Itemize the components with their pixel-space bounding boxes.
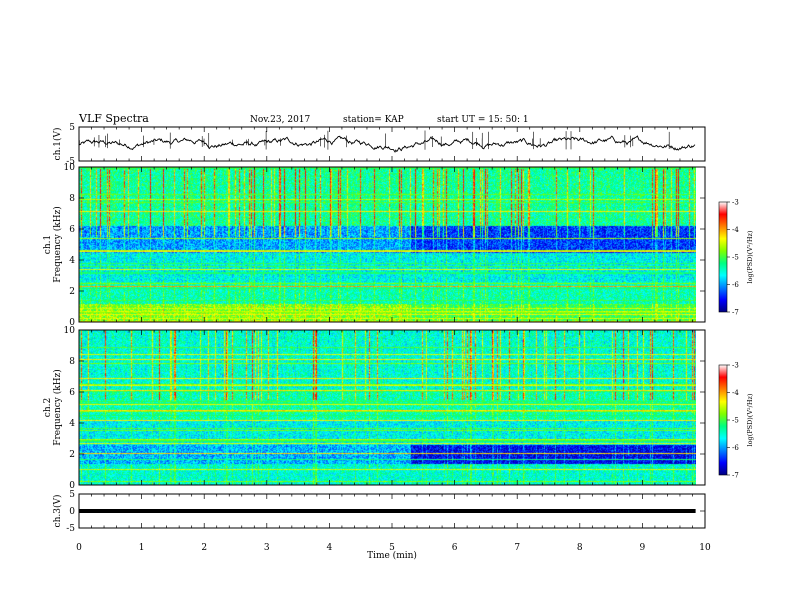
colorbar-label: log(PSD)(V²/Hz): [746, 230, 754, 283]
y-axis-label: ch.1: [43, 235, 53, 254]
y-tick-label: 10: [64, 326, 76, 336]
colorbar-tick-label: -7: [732, 472, 739, 480]
y-tick-label: 0: [69, 318, 75, 328]
colorbar-tick-label: -4: [732, 389, 739, 397]
y-tick-label: 2: [69, 287, 75, 297]
y-tick-label: 6: [69, 225, 75, 235]
ch3-waveform-ylabel: ch.3(V): [52, 495, 63, 528]
colorbar-tick-label: -7: [732, 309, 739, 317]
y-tick-label: -5: [66, 524, 75, 534]
ch1-spectrogram-frame: [78, 166, 706, 323]
y-axis-label: Frequency (kHz): [52, 369, 63, 446]
x-tick-label: 6: [452, 543, 458, 553]
ch1-waveform-ylabel: ch.1(V): [52, 128, 63, 161]
figure-title: VLF Spectra: [78, 112, 149, 125]
spectrogram-image: [79, 330, 696, 485]
y-tick-label: 5: [69, 490, 75, 500]
y-tick-label: 4: [69, 256, 75, 266]
x-tick-label: 4: [327, 543, 333, 553]
y-tick-label: 8: [69, 357, 75, 367]
colorbar-label-text: log(PSD)(V²/Hz): [746, 230, 754, 283]
series-line: [79, 509, 696, 513]
ch1-waveform-frame: [78, 126, 706, 162]
x-tick-label: 8: [577, 543, 583, 553]
colorbar: [718, 364, 728, 476]
ch2-spectrogram-frame: [78, 329, 706, 486]
ch1-spectrogram-panel: 0 2 4 6 8 10 ch.1 Frequency (kHz): [43, 163, 706, 328]
x-tick-label: 0: [76, 543, 82, 553]
y-tick-label: 10: [64, 163, 76, 173]
y-tick-label: 2: [69, 450, 75, 460]
ch3-waveform-panel: 5 0 -5ch.3(V): [52, 490, 706, 534]
colorbars: -3 -4 -5 -6 -7 log(PSD)(V²/Hz) -3 -4 -5 -6 -7 log(P…: [718, 199, 754, 480]
ch1-waveform-panel: 5 -5ch.1(V): [52, 123, 706, 167]
colorbar-tick-label: -4: [732, 226, 739, 234]
y-tick-label: 0: [69, 507, 75, 517]
x-tick-label: 1: [139, 543, 145, 553]
ch2-spectrogram-panel: 0 2 4 6 8 10 ch.2 Frequency (kHz): [43, 326, 706, 491]
y-tick-label: 5: [69, 123, 75, 133]
x-tick-label: 9: [640, 543, 646, 553]
colorbar-label-text: log(PSD)(V²/Hz): [746, 393, 754, 446]
colorbar-tick-label: -5: [732, 417, 739, 425]
colorbar-tick-label: -3: [732, 199, 739, 207]
time-axis: 0 1 2 3 4 5 6 7 8 9 10 Time (min): [76, 543, 711, 561]
x-tick-label: 5: [389, 543, 395, 553]
y-tick-label: 4: [69, 419, 75, 429]
colorbar-tick-label: -3: [732, 362, 739, 370]
header-start-ut: start UT = 15: 50: 1: [437, 115, 529, 125]
y-tick-label: 6: [69, 388, 75, 398]
spectrogram-image: [79, 167, 696, 322]
colorbar-label: log(PSD)(V²/Hz): [746, 393, 754, 446]
y-axis-label: Frequency (kHz): [52, 206, 63, 283]
x-tick-label: 7: [514, 543, 520, 553]
colorbar-tick-label: -5: [732, 254, 739, 262]
colorbar-tick-label: -6: [732, 281, 739, 289]
y-tick-label: -5: [66, 157, 75, 167]
x-axis-label: Time (min): [367, 550, 417, 561]
y-axis-label: ch.2: [43, 398, 53, 417]
colorbar-tick-label: -6: [732, 444, 739, 452]
y-tick-label: 0: [69, 481, 75, 491]
x-tick-label: 10: [699, 543, 711, 553]
colorbar: [718, 201, 728, 313]
series-line: [78, 135, 696, 153]
x-tick-label: 3: [264, 543, 270, 553]
ch2-spectrogram-ylabel: ch.2 Frequency (kHz): [43, 369, 63, 446]
ch1-spectrogram-ylabel: ch.1 Frequency (kHz): [43, 206, 63, 283]
x-tick-label: 2: [201, 543, 207, 553]
header-station: station= KAP: [343, 115, 404, 125]
y-tick-label: 8: [69, 194, 75, 204]
y-axis-label: ch.1(V): [52, 128, 63, 161]
y-axis-label: ch.3(V): [52, 495, 63, 528]
header-date: Nov.23, 2017: [250, 115, 311, 125]
